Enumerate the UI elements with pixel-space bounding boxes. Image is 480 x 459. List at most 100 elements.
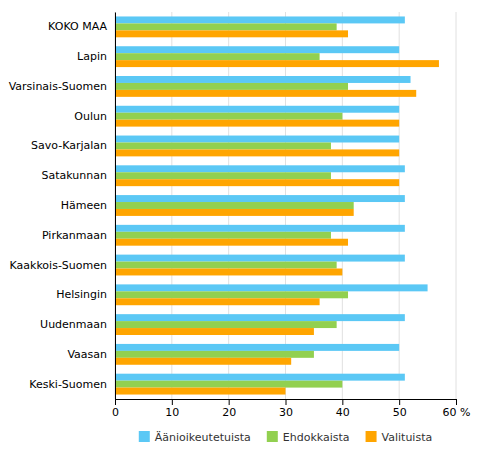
y-tick: Hämeen	[61, 199, 107, 212]
bar	[115, 165, 405, 172]
y-tick-label: Kaakkois-Suomen	[10, 259, 108, 272]
bar	[115, 298, 320, 305]
y-tick: Vaasan	[67, 348, 107, 361]
y-tick: Varsinais-Suomen	[9, 80, 107, 93]
x-tick: 0	[112, 399, 119, 419]
y-axis-line	[115, 13, 116, 400]
legend-item: Äänioikeutetuista	[139, 431, 251, 444]
x-tick: 20	[222, 399, 236, 419]
y-tick-label: Helsingin	[56, 288, 107, 301]
bar	[115, 90, 416, 97]
y-tick-label: Vaasan	[67, 348, 107, 361]
y-axis: KOKO MAA Lapin Varsinais-Suomen Oulun Savo-K…	[9, 13, 116, 400]
y-tick-label: Hämeen	[61, 199, 107, 212]
bar	[115, 232, 331, 239]
bar	[115, 113, 342, 120]
x-tick-mark	[342, 399, 343, 405]
series	[115, 16, 428, 380]
bar	[115, 195, 405, 202]
bar	[115, 344, 399, 351]
bar	[115, 16, 405, 23]
y-tick: Uudenmaan	[40, 318, 107, 331]
plot: 0 10 20 30 40 50 60 % KOKO MAA Lapin Varsinais-Su…	[9, 12, 471, 419]
bars	[115, 16, 439, 394]
bar	[115, 30, 348, 37]
y-tick-label: Uudenmaan	[40, 318, 107, 331]
x-tick-mark	[456, 399, 457, 405]
bar	[115, 291, 348, 298]
y-tick-label: Oulun	[74, 110, 107, 123]
x-tick-mark	[172, 399, 173, 405]
bar	[115, 225, 405, 232]
x-tick: 40	[336, 399, 350, 419]
y-tick-label: Lapin	[77, 50, 107, 63]
y-tick-label: Pirkanmaan	[42, 229, 107, 242]
legend-label: Äänioikeutetuista	[155, 431, 251, 444]
bar	[115, 284, 428, 291]
legend-label: Ehdokkaista	[283, 431, 350, 444]
bar	[115, 172, 331, 179]
grid-line	[399, 12, 400, 399]
series	[115, 23, 354, 387]
bar	[115, 136, 399, 143]
bar	[115, 314, 405, 321]
bar	[115, 328, 314, 335]
x-tick-label: 20	[222, 406, 236, 419]
y-tick-label: Varsinais-Suomen	[9, 80, 107, 93]
x-tick-label: 40	[336, 406, 350, 419]
y-tick: Kaakkois-Suomen	[10, 259, 108, 272]
bar	[115, 255, 405, 262]
bar	[115, 202, 354, 209]
y-tick: Keski-Suomen	[29, 378, 107, 391]
bar	[115, 76, 411, 83]
bar	[115, 149, 399, 156]
bar	[115, 46, 399, 53]
bar	[115, 209, 354, 216]
y-tick: Satakunnan	[42, 169, 107, 182]
y-tick: Savo-Karjalan	[31, 139, 107, 152]
y-tick-label: Keski-Suomen	[29, 378, 107, 391]
bar	[115, 374, 405, 381]
legend-swatch	[366, 431, 377, 442]
chart: 0 10 20 30 40 50 60 % KOKO MAA Lapin Varsinais-Su…	[0, 0, 480, 459]
bar	[115, 351, 314, 358]
bar	[115, 358, 291, 365]
bar	[115, 321, 337, 328]
x-tick-mark	[115, 399, 116, 405]
bar	[115, 239, 348, 246]
legend-label: Valituista	[382, 431, 433, 444]
bar	[115, 120, 399, 127]
x-tick-label: 60 %	[443, 406, 471, 419]
bar	[115, 262, 337, 269]
series	[115, 30, 439, 394]
grid-line	[456, 12, 457, 399]
bar	[115, 83, 348, 90]
x-tick-mark	[229, 399, 230, 405]
x-tick-label: 30	[279, 406, 293, 419]
x-tick: 50	[393, 399, 407, 419]
legend: Äänioikeutetuista Ehdokkaista Valituista	[139, 431, 432, 444]
legend-item: Ehdokkaista	[267, 431, 350, 444]
x-tick-mark	[399, 399, 400, 405]
legend-item: Valituista	[366, 431, 433, 444]
x-tick-mark	[286, 399, 287, 405]
y-tick: Oulun	[74, 110, 107, 123]
x-axis: 0 10 20 30 40 50 60 %	[112, 399, 470, 419]
x-tick: 30	[279, 399, 293, 419]
bar	[115, 60, 439, 67]
y-tick-label: KOKO MAA	[48, 20, 107, 33]
y-tick-label: Satakunnan	[42, 169, 107, 182]
grid	[115, 12, 456, 399]
bar	[115, 179, 399, 186]
legend-swatch	[139, 431, 150, 442]
x-tick-label: 0	[112, 406, 119, 419]
grid-line	[115, 12, 116, 399]
bar	[115, 269, 342, 276]
bar	[115, 53, 320, 60]
x-tick: 10	[165, 399, 179, 419]
y-tick: Helsingin	[56, 288, 107, 301]
y-tick: Pirkanmaan	[42, 229, 107, 242]
bar	[115, 381, 342, 388]
y-tick: KOKO MAA	[48, 20, 107, 33]
y-tick-label: Savo-Karjalan	[31, 139, 107, 152]
